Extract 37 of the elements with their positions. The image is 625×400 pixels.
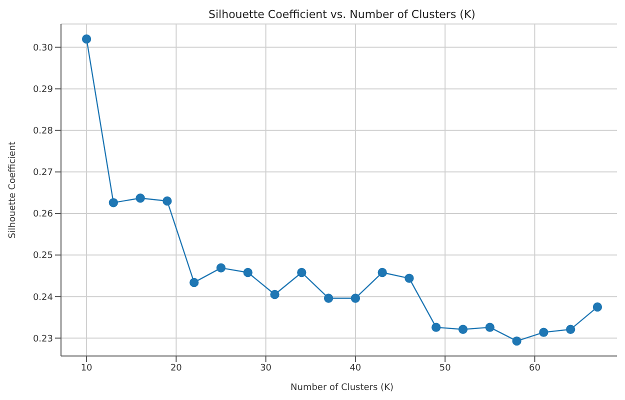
x-tick-label: 60 — [528, 363, 541, 374]
point — [324, 294, 334, 303]
point — [378, 268, 387, 278]
y-tick-label: 0.29 — [32, 85, 54, 96]
x-tick-label: 30 — [260, 363, 272, 374]
point — [432, 322, 441, 332]
y-tick-label: 0.26 — [32, 210, 54, 220]
point — [485, 322, 494, 332]
point — [297, 268, 306, 278]
x-tick-label: 10 — [80, 363, 93, 374]
x-tick-label: 20 — [170, 363, 182, 374]
point — [592, 302, 602, 312]
y-axis-title: Silhouette Coefficient — [8, 141, 18, 238]
point — [566, 324, 576, 334]
point — [162, 196, 172, 206]
point — [108, 198, 118, 208]
y-tick-label: 0.28 — [32, 126, 54, 137]
point — [136, 194, 145, 203]
point — [270, 290, 280, 300]
x-axis-title: Number of Clusters (K) — [290, 383, 394, 393]
point — [512, 336, 522, 346]
point — [216, 263, 226, 273]
point — [243, 268, 252, 278]
point — [82, 34, 92, 44]
x-tick-label: 50 — [439, 363, 452, 374]
y-tick-label: 0.30 — [32, 43, 54, 54]
y-tick-label: 0.23 — [32, 334, 53, 344]
point — [350, 294, 360, 303]
y-tick-label: 0.27 — [32, 168, 53, 178]
point — [458, 324, 468, 334]
point — [404, 274, 414, 283]
y-tick-label: 0.24 — [32, 292, 54, 303]
chart-title: Silhouette Coefficient vs. Number of Clusters (K) — [208, 8, 476, 21]
y-tick-label: 0.25 — [32, 251, 53, 262]
point — [190, 278, 199, 288]
point — [539, 328, 548, 337]
x-tick-label: 40 — [350, 363, 362, 374]
